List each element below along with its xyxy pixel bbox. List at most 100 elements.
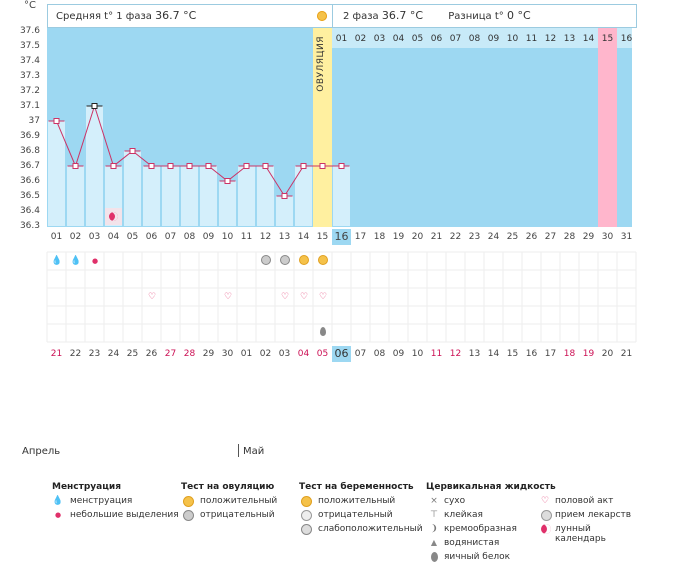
cycle-day[interactable]: 25	[506, 232, 519, 242]
phase2-day: 05	[411, 34, 424, 44]
calendar-date[interactable]: 05	[316, 349, 329, 359]
cycle-day[interactable]: 08	[183, 232, 196, 242]
calendar-date[interactable]: 09	[392, 349, 405, 359]
watery-mark	[317, 327, 329, 340]
ovulation-positive-mark	[298, 255, 310, 269]
cycle-day[interactable]: 20	[411, 232, 424, 242]
cycle-day[interactable]: 22	[449, 232, 462, 242]
y-tick-label: 36.7	[19, 161, 40, 171]
calendar-date[interactable]: 20	[601, 349, 614, 359]
cycle-day[interactable]: 31	[620, 232, 633, 242]
cycle-day[interactable]: 11	[240, 232, 253, 242]
cycle-day[interactable]: 02	[69, 232, 82, 242]
calendar-date[interactable]: 24	[107, 349, 120, 359]
cycle-day[interactable]: 26	[525, 232, 538, 242]
y-tick-label: 36.6	[19, 176, 40, 186]
calendar-date[interactable]: 19	[582, 349, 595, 359]
calendar-date[interactable]: 30	[221, 349, 234, 359]
calendar-date[interactable]: 01	[240, 349, 253, 359]
calendar-date[interactable]: 29	[202, 349, 215, 359]
temperature-point	[167, 163, 174, 169]
legend-medication: прием лекарств	[555, 510, 632, 520]
cycle-day[interactable]: 16	[332, 229, 351, 245]
cycle-day[interactable]: 01	[50, 232, 63, 242]
phase2-day: 08	[468, 34, 481, 44]
calendar-date[interactable]: 12	[449, 349, 462, 359]
calendar-date[interactable]: 21	[50, 349, 63, 359]
cycle-day[interactable]: 13	[278, 232, 291, 242]
temperature-point	[262, 163, 269, 169]
cycle-day[interactable]: 09	[202, 232, 215, 242]
calendar-date[interactable]: 08	[373, 349, 386, 359]
legend-cervical-dry: сухо	[444, 496, 466, 506]
cycle-day[interactable]: 07	[164, 232, 177, 242]
y-tick-label: 36.4	[19, 206, 40, 216]
y-tick-label: 36.8	[19, 146, 40, 156]
calendar-date[interactable]: 02	[259, 349, 272, 359]
cycle-day[interactable]: 24	[487, 232, 500, 242]
calendar-date[interactable]: 14	[487, 349, 500, 359]
phase2-day: 04	[392, 34, 405, 44]
calendar-date[interactable]: 18	[563, 349, 576, 359]
temperature-bar	[295, 166, 312, 226]
y-tick-label: 37.5	[19, 41, 40, 51]
phase1-summary: Средняя t° 1 фаза 36.7 °C	[47, 4, 315, 28]
calendar-date[interactable]: 07	[354, 349, 367, 359]
ovulation-positive-mark	[317, 255, 329, 269]
cycle-day[interactable]: 14	[297, 232, 310, 242]
cycle-day[interactable]: 21	[430, 232, 443, 242]
calendar-date[interactable]: 28	[183, 349, 196, 359]
cycle-day[interactable]: 23	[468, 232, 481, 242]
spotting-icon: ●	[54, 511, 62, 519]
calendar-date[interactable]: 11	[430, 349, 443, 359]
cycle-day[interactable]: 03	[88, 232, 101, 242]
phase2-summary: 2 фаза 36.7 °C Разница t° 0 °C	[332, 4, 637, 28]
cycle-day[interactable]: 10	[221, 232, 234, 242]
phase2-day: 03	[373, 34, 386, 44]
cycle-day[interactable]: 29	[582, 232, 595, 242]
intercourse-mark: ♡	[223, 292, 233, 302]
cycle-day[interactable]: 30	[601, 232, 614, 242]
calendar-date[interactable]: 16	[525, 349, 538, 359]
calendar-date[interactable]: 17	[544, 349, 557, 359]
legend-menstruation-title: Менструация	[52, 482, 121, 492]
cycle-day[interactable]: 18	[373, 232, 386, 242]
legend: Менструация 💧 менструация ● небольшие вы…	[45, 472, 635, 586]
calendar-date[interactable]: 04	[297, 349, 310, 359]
calendar-date[interactable]: 15	[506, 349, 519, 359]
cycle-day[interactable]: 27	[544, 232, 557, 242]
phase2-day: 06	[430, 34, 443, 44]
cycle-day[interactable]: 19	[392, 232, 405, 242]
phase2-day: 07	[449, 34, 462, 44]
eggwhite-icon	[431, 552, 438, 562]
cycle-day[interactable]: 04	[107, 232, 120, 242]
phase2-day: 16	[620, 34, 633, 44]
calendar-date[interactable]: 22	[69, 349, 82, 359]
legend-lunar-calendar: лунный календарь	[555, 524, 606, 544]
cycle-day[interactable]: 17	[354, 232, 367, 242]
calendar-date[interactable]: 06	[332, 346, 351, 362]
watery-icon: ▲	[430, 538, 438, 547]
calendar-date[interactable]: 21	[620, 349, 633, 359]
legend-pregnancy-positive: положительный	[318, 496, 396, 506]
calendar-date[interactable]: 27	[164, 349, 177, 359]
calendar-date[interactable]: 26	[145, 349, 158, 359]
temperature-point	[243, 163, 250, 169]
calendar-date[interactable]: 23	[88, 349, 101, 359]
calendar-date[interactable]: 10	[411, 349, 424, 359]
calendar-date[interactable]: 25	[126, 349, 139, 359]
calendar-date[interactable]: 03	[278, 349, 291, 359]
heart-icon: ♡	[540, 496, 550, 506]
cycle-day[interactable]: 05	[126, 232, 139, 242]
temperature-point	[205, 163, 212, 169]
phase1-value: 36.7 °C	[155, 9, 197, 22]
spotting-mark: ●	[91, 257, 99, 265]
cycle-day[interactable]: 15	[316, 232, 329, 242]
cycle-day[interactable]: 06	[145, 232, 158, 242]
cycle-day[interactable]: 28	[563, 232, 576, 242]
calendar-date[interactable]: 13	[468, 349, 481, 359]
phase2-label: 2 фаза	[343, 11, 379, 22]
legend-pregnancy-test-title: Тест на беременность	[299, 482, 414, 492]
cycle-day[interactable]: 12	[259, 232, 272, 242]
phase2-day: 11	[525, 34, 538, 44]
